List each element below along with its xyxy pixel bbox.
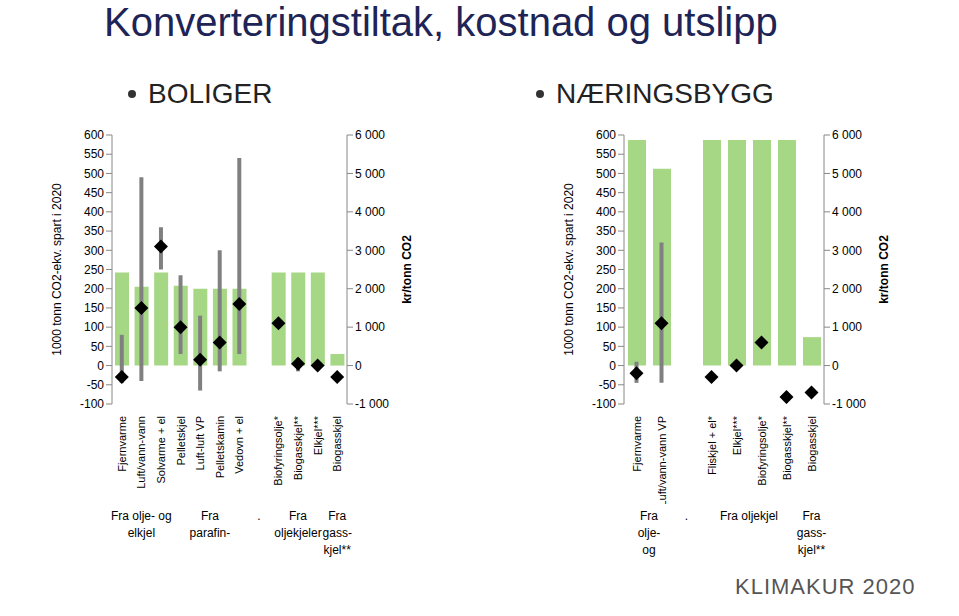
- svg-text:500: 500: [84, 167, 104, 181]
- svg-text:Biogasskjel**: Biogasskjel**: [781, 415, 793, 480]
- html-text:Fra: Fra: [328, 509, 347, 523]
- html-text:Fra: Fra: [289, 509, 307, 523]
- svg-text:150: 150: [84, 301, 104, 315]
- svg-text:Biogasskjel: Biogasskjel: [331, 416, 343, 472]
- html-text:KLIMAKUR 2020: KLIMAKUR 2020: [735, 574, 916, 599]
- svg-text:Fliskjel + el*: Fliskjel + el*: [706, 415, 718, 475]
- html-text:parafin-: parafin-: [189, 526, 231, 540]
- html-text:Konverteringstiltak, kostnad o: Konverteringstiltak, kostnad og utslipp: [104, 0, 778, 44]
- svg-text:Biofyringsolje*: Biofyringsolje*: [756, 415, 768, 485]
- svg-text:6 000: 6 000: [355, 128, 385, 142]
- svg-text:250: 250: [84, 263, 104, 277]
- svg-text:550: 550: [84, 147, 104, 161]
- html-text:Fra: Fra: [200, 509, 219, 523]
- html-text:gass-: gass-: [796, 526, 827, 540]
- svg-text:250: 250: [596, 263, 616, 277]
- svg-text:0: 0: [832, 359, 839, 373]
- svg-text:50: 50: [91, 340, 105, 354]
- svg-text:4 000: 4 000: [355, 205, 385, 219]
- svg-text:3 000: 3 000: [832, 244, 862, 258]
- svg-text:5 000: 5 000: [832, 167, 862, 181]
- svg-text:kr/tonn CO2: kr/tonn CO2: [400, 235, 414, 304]
- svg-text:550: 550: [596, 147, 616, 161]
- svg-text:Luft/vann-vann: Luft/vann-vann: [135, 416, 147, 489]
- svg-text:Elkjel***: Elkjel***: [731, 415, 743, 455]
- svg-text:1000 tonn CO2-ekv. spart i 202: 1000 tonn CO2-ekv. spart i 2020: [562, 183, 576, 356]
- html-text:kjel**: kjel**: [323, 543, 351, 557]
- svg-text:Pelletskamin: Pelletskamin: [214, 416, 226, 478]
- svg-text:Biogasskjel**: Biogasskjel**: [292, 415, 304, 480]
- svg-text:4 000: 4 000: [832, 205, 862, 219]
- html-text:Fra olje- og: Fra olje- og: [111, 509, 172, 523]
- svg-text:Biogasskjel: Biogasskjel: [806, 416, 818, 472]
- svg-text:350: 350: [596, 224, 616, 238]
- html-text:Fra: Fra: [802, 509, 821, 523]
- svg-text:1 000: 1 000: [355, 320, 385, 334]
- svg-text:400: 400: [84, 205, 104, 219]
- svg-text:Luft-luft VP: Luft-luft VP: [194, 416, 206, 470]
- svg-text:0: 0: [97, 359, 104, 373]
- svg-text:Pelletskjel: Pelletskjel: [175, 416, 187, 466]
- svg-text:600: 600: [596, 128, 616, 142]
- svg-text:300: 300: [84, 244, 104, 258]
- svg-text:1 000: 1 000: [832, 320, 862, 334]
- svg-text:-100: -100: [592, 397, 616, 411]
- svg-text:5 000: 5 000: [355, 167, 385, 181]
- svg-text:Fjernvarme: Fjernvarme: [631, 416, 643, 472]
- svg-text:-1 000: -1 000: [355, 397, 389, 411]
- svg-text:150: 150: [596, 301, 616, 315]
- html-text:kjel**: kjel**: [797, 543, 826, 557]
- html-text:elkjel: elkjel: [127, 526, 156, 540]
- svg-text:0: 0: [609, 359, 616, 373]
- svg-text:100: 100: [596, 320, 616, 334]
- svg-text:Fjernvarme: Fjernvarme: [116, 416, 128, 472]
- svg-text:50: 50: [603, 340, 617, 354]
- html-text:olje-: olje-: [637, 526, 661, 540]
- svg-text:-50: -50: [87, 378, 105, 392]
- svg-text:200: 200: [84, 282, 104, 296]
- svg-text:-50: -50: [599, 378, 617, 392]
- svg-text:300: 300: [596, 244, 616, 258]
- svg-text:3 000: 3 000: [355, 244, 385, 258]
- svg-text:400: 400: [596, 205, 616, 219]
- svg-text:Luft/vann-vann VP: Luft/vann-vann VP: [656, 416, 668, 504]
- html-text:Fra oljekjel: Fra oljekjel: [720, 509, 778, 523]
- svg-text:450: 450: [596, 186, 616, 200]
- svg-text:1000 tonn CO2-ekv. spart i 202: 1000 tonn CO2-ekv. spart i 2020: [50, 183, 64, 356]
- html-text:Fra: Fra: [640, 509, 658, 523]
- html-text:NÆRINGSBYGG: NÆRINGSBYGG: [556, 78, 774, 109]
- svg-text:2 000: 2 000: [355, 282, 385, 296]
- svg-text:6 000: 6 000: [832, 128, 862, 142]
- svg-text:Vedovn + el: Vedovn + el: [233, 416, 245, 474]
- svg-text:2 000: 2 000: [832, 282, 862, 296]
- svg-text:-1 000: -1 000: [832, 397, 866, 411]
- svg-text:350: 350: [84, 224, 104, 238]
- svg-text:200: 200: [596, 282, 616, 296]
- svg-text:500: 500: [596, 167, 616, 181]
- svg-text:-100: -100: [80, 397, 104, 411]
- svg-text:Biofyringsolje*: Biofyringsolje*: [272, 415, 284, 485]
- html-text:oljekjeler: oljekjeler: [274, 526, 322, 540]
- svg-text:Elkjel***: Elkjel***: [312, 415, 324, 455]
- html-text:og: og: [642, 543, 656, 557]
- svg-text:100: 100: [84, 320, 104, 334]
- svg-text:0: 0: [355, 359, 362, 373]
- html-text:gass-: gass-: [322, 526, 352, 540]
- svg-text:600: 600: [84, 128, 104, 142]
- svg-text:450: 450: [84, 186, 104, 200]
- html-text:BOLIGER: BOLIGER: [148, 78, 273, 109]
- svg-text:Solvarme + el: Solvarme + el: [155, 416, 167, 484]
- svg-text:kr/tonn CO2: kr/tonn CO2: [877, 235, 891, 304]
